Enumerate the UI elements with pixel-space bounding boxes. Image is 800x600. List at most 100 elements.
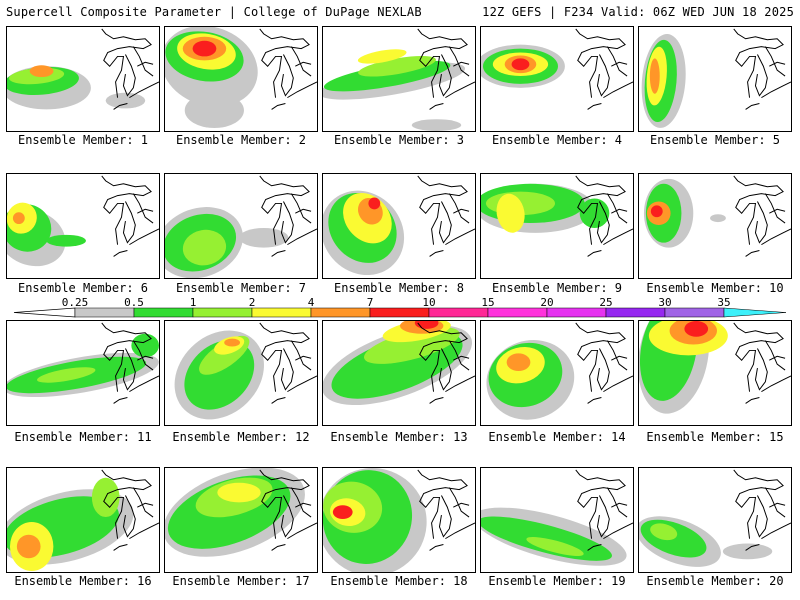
ensemble-member-6-field: [7, 174, 159, 278]
coastline-4: [445, 228, 475, 246]
scp-contour-5: [710, 214, 726, 223]
coastline-4: [129, 522, 159, 540]
coastline-4: [445, 81, 475, 99]
colorbar-segment: [310, 307, 371, 318]
ensemble-member-label: Ensemble Member: 6: [17, 281, 149, 295]
coastline-4: [761, 81, 791, 99]
scp-contour-5: [192, 40, 217, 57]
coastline-6: [453, 502, 470, 508]
coastline-2: [280, 54, 294, 97]
ensemble-member-label: Ensemble Member: 14: [488, 430, 626, 444]
coastline-2: [280, 201, 294, 244]
coastline-6: [453, 61, 470, 67]
coastline-2: [754, 54, 768, 97]
coastline-4: [603, 81, 633, 99]
ensemble-member-6-map: [6, 173, 160, 279]
colorbar-tick-label: 4: [308, 296, 315, 309]
scp-contour-5: [684, 321, 709, 337]
ensemble-member-label: Ensemble Member: 16: [14, 574, 152, 588]
coastline-1: [733, 469, 784, 539]
coastline-1: [101, 322, 152, 392]
ensemble-member-label: Ensemble Member: 1: [17, 133, 149, 147]
ensemble-member-label: Ensemble Member: 7: [175, 281, 307, 295]
coastline-5: [113, 544, 128, 551]
ensemble-member-5-map: [638, 26, 792, 132]
scp-contour-4: [722, 543, 773, 560]
colorbar-segment: [369, 307, 430, 318]
ensemble-member-label: Ensemble Member: 19: [488, 574, 626, 588]
ensemble-member-3-map: [322, 26, 476, 132]
colorbar-tick-label: 25: [599, 296, 612, 309]
ensemble-member-11-map: [6, 320, 160, 426]
ensemble-member-2-map: [164, 26, 318, 132]
ensemble-member-1-map: [6, 26, 160, 132]
coastline-5: [113, 397, 128, 404]
ensemble-member-13-field: [323, 321, 475, 425]
colorbar-segment: [74, 307, 135, 318]
scp-contour-5: [224, 338, 241, 347]
scp-contour-4: [239, 227, 289, 248]
colorbar-segment: [428, 307, 489, 318]
coastline-5: [113, 250, 128, 257]
coastline-4: [445, 522, 475, 540]
coastline-5: [745, 544, 760, 551]
ensemble-member-4-map: [480, 26, 634, 132]
colorbar-segment: [546, 307, 607, 318]
coastline-6: [769, 61, 786, 67]
coastline-5: [587, 397, 602, 404]
scp-contour-5: [511, 58, 530, 71]
coastline-1: [259, 469, 310, 539]
ensemble-member-17-map: [164, 467, 318, 573]
scp-contour-3: [37, 367, 96, 383]
colorbar-tick-label: 15: [481, 296, 494, 309]
scp-contour-4: [650, 205, 663, 218]
coastline-2: [122, 54, 136, 97]
ensemble-member-5-field: [639, 27, 791, 131]
coastline-5: [745, 397, 760, 404]
ensemble-member-label: Ensemble Member: 11: [14, 430, 152, 444]
ensemble-member-10-map: [638, 173, 792, 279]
scp-contour-3: [526, 536, 584, 556]
coastline-6: [453, 208, 470, 214]
ensemble-member-label: Ensemble Member: 12: [172, 430, 310, 444]
coastline-6: [295, 208, 312, 214]
ensemble-member-3-field: [323, 27, 475, 131]
coastline-4: [761, 375, 791, 393]
coastline-6: [295, 355, 312, 361]
coastline-5: [745, 103, 760, 110]
coastline-6: [611, 208, 628, 214]
ensemble-member-14-map: [480, 320, 634, 426]
ensemble-member-9-map: [480, 173, 634, 279]
scp-contour-3: [358, 55, 436, 77]
coastline-4: [287, 375, 317, 393]
coastline-1: [101, 28, 152, 98]
coastline-2: [122, 201, 136, 244]
coastline-2: [438, 495, 452, 538]
ensemble-member-8-field: [323, 174, 475, 278]
coastline-5: [429, 544, 444, 551]
scp-contour-4: [12, 212, 25, 225]
coastline-4: [287, 522, 317, 540]
ensemble-member-label: Ensemble Member: 4: [491, 133, 623, 147]
ensemble-member-15-map: [638, 320, 792, 426]
scp-contour-4: [131, 333, 159, 358]
ensemble-member-15-field: [639, 321, 791, 425]
scp-contour-4: [506, 353, 531, 372]
colorbar-tick-label: 35: [717, 296, 730, 309]
coastline-2: [754, 201, 768, 244]
coastline-2: [280, 495, 294, 538]
ensemble-member-19-map: [480, 467, 634, 573]
coastline-6: [769, 502, 786, 508]
coastline-6: [137, 61, 154, 67]
ensemble-member-label: Ensemble Member: 18: [330, 574, 468, 588]
coastline-4: [603, 375, 633, 393]
ensemble-member-11-field: [7, 321, 159, 425]
coastline-2: [438, 348, 452, 391]
coastline-1: [733, 28, 784, 98]
coastline-6: [137, 355, 154, 361]
scp-contour-4: [29, 65, 54, 78]
scp-contour-4: [649, 58, 660, 94]
coastline-2: [596, 201, 610, 244]
ensemble-member-9-field: [481, 174, 633, 278]
scp-contour-4: [357, 49, 407, 64]
